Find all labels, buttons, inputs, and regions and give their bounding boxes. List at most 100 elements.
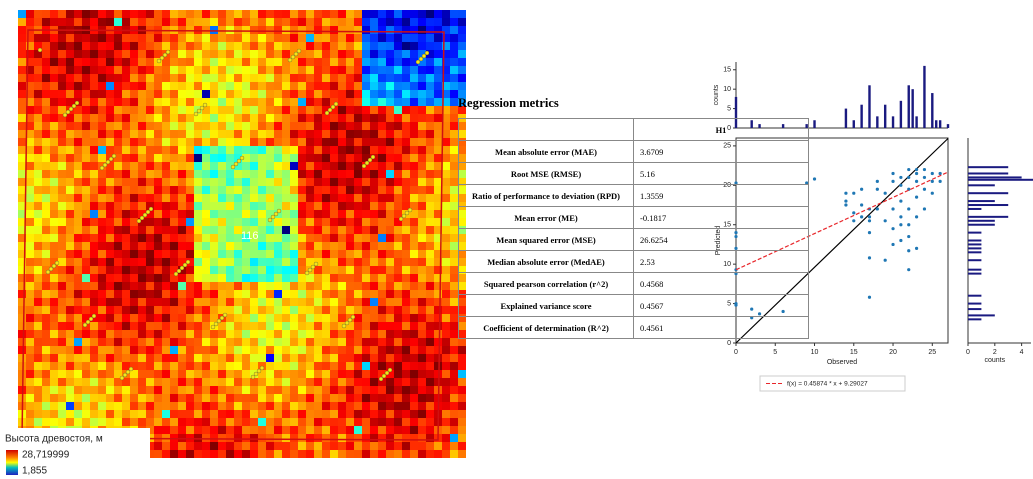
map-cell [162, 114, 170, 122]
map-cell [210, 402, 218, 410]
map-cell [178, 338, 186, 346]
map-cell [298, 226, 306, 234]
bar [968, 273, 981, 275]
map-cell [58, 98, 66, 106]
map-cell [34, 66, 42, 74]
map-cell [386, 266, 394, 274]
map-cell [354, 306, 362, 314]
map-cell [90, 378, 98, 386]
map-cell [130, 218, 138, 226]
map-cell [74, 178, 82, 186]
map-cell [50, 290, 58, 298]
map-cell [338, 114, 346, 122]
map-cell [130, 154, 138, 162]
map-cell [314, 402, 322, 410]
map-cell [250, 130, 258, 138]
map-cell [282, 42, 290, 50]
map-cell [354, 434, 362, 442]
map-cell [146, 186, 154, 194]
map-cell [226, 354, 234, 362]
map-cell [258, 250, 266, 258]
map-cell [394, 18, 402, 26]
map-point [288, 58, 292, 62]
map-cell [370, 330, 378, 338]
map-cell [306, 42, 314, 50]
map-cell [58, 250, 66, 258]
table-row: Mean error (ME)-0.1817 [459, 207, 809, 229]
map-cell [34, 194, 42, 202]
map-cell [154, 338, 162, 346]
map-cell [386, 450, 394, 458]
map-cell [394, 154, 402, 162]
map-cell [242, 290, 250, 298]
map-cell [378, 154, 386, 162]
map-cell [298, 34, 306, 42]
map-cell [138, 338, 146, 346]
map-cell [450, 26, 458, 34]
map-cell [450, 434, 458, 442]
map-cell [218, 322, 226, 330]
map-cell [42, 66, 50, 74]
map-cell [210, 282, 218, 290]
map-cell [250, 354, 258, 362]
map-cell [442, 434, 450, 442]
map-cell [274, 394, 282, 402]
map-cell [194, 34, 202, 42]
map-cell [42, 234, 50, 242]
map-cell [354, 442, 362, 450]
map-cell [170, 346, 178, 354]
map-cell [186, 50, 194, 58]
map-cell [274, 338, 282, 346]
map-cell [346, 402, 354, 410]
map-cell [162, 322, 170, 330]
map-point [408, 208, 412, 212]
map-cell [106, 106, 114, 114]
map-cell [354, 258, 362, 266]
map-cell [66, 418, 74, 426]
map-cell [386, 298, 394, 306]
map-cell [138, 114, 146, 122]
map-cell [458, 394, 466, 402]
map-cell [354, 338, 362, 346]
map-cell [274, 194, 282, 202]
map-cell [186, 114, 194, 122]
map-cell [370, 66, 378, 74]
map-cell [314, 322, 322, 330]
map-cell [322, 378, 330, 386]
map-cell [58, 378, 66, 386]
map-cell [282, 250, 290, 258]
map-cell [314, 106, 322, 114]
map-cell [354, 378, 362, 386]
map-cell [258, 202, 266, 210]
map-cell [146, 290, 154, 298]
bar [968, 243, 981, 245]
map-cell [322, 338, 330, 346]
map-cell [362, 170, 370, 178]
map-cell [378, 194, 386, 202]
map-point [69, 107, 73, 111]
map-cell [114, 362, 122, 370]
map-cell [282, 90, 290, 98]
map-cell [218, 98, 226, 106]
map-cell [250, 442, 258, 450]
map-cell [42, 130, 50, 138]
map-cell [138, 226, 146, 234]
map-cell [154, 114, 162, 122]
map-cell [242, 282, 250, 290]
map-cell [202, 218, 210, 226]
map-cell [66, 266, 74, 274]
map-cell [394, 138, 402, 146]
map-cell [298, 178, 306, 186]
bar [908, 85, 910, 128]
map-cell [450, 218, 458, 226]
map-cell [242, 370, 250, 378]
map-cell [114, 138, 122, 146]
map-cell [50, 82, 58, 90]
map-point [405, 211, 409, 215]
map-cell [314, 90, 322, 98]
map-cell [298, 386, 306, 394]
map-cell [170, 42, 178, 50]
map-cell [194, 202, 202, 210]
map-cell [370, 138, 378, 146]
map-cell [354, 90, 362, 98]
